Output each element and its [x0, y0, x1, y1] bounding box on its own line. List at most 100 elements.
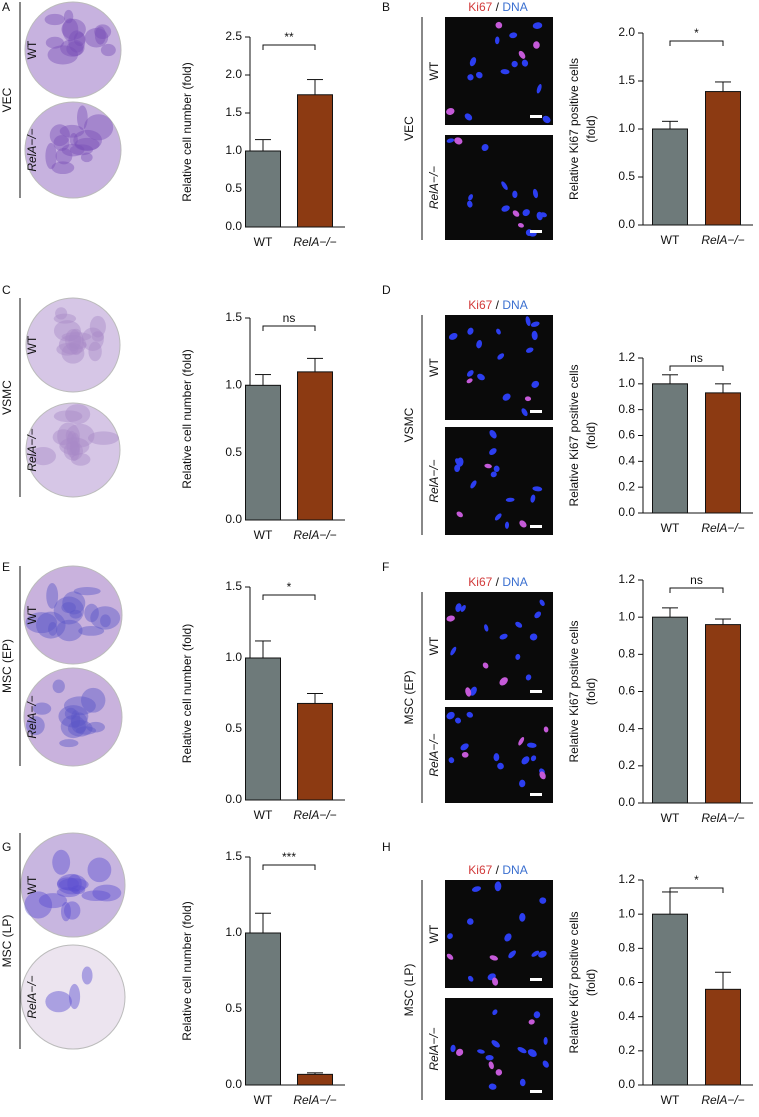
culture-dish [23, 667, 123, 767]
y-tick-label: 0.2 [618, 758, 635, 772]
nucleus [469, 686, 477, 696]
colony-blob [69, 132, 78, 146]
colony-blob [60, 715, 86, 739]
nucleus [522, 209, 530, 217]
nucleus [539, 771, 546, 780]
colony-blob [25, 716, 45, 736]
colony-blob [53, 320, 81, 342]
bar [652, 128, 688, 226]
significance-bracket [262, 44, 316, 50]
y-tick-label: 0.0 [225, 219, 242, 233]
stain-part: / [496, 298, 500, 312]
culture-dish [23, 565, 123, 665]
colony-blob [61, 18, 86, 40]
micrograph [445, 880, 553, 988]
y-tick-label: 0.2 [618, 479, 635, 493]
y-tick-label: 0.4 [618, 721, 635, 735]
significance-bracket [669, 887, 724, 893]
culture-dish [25, 402, 121, 498]
row-label: WT [25, 875, 39, 894]
significance-label: *** [282, 850, 296, 864]
x-tick-label: RelA−/− [293, 235, 336, 249]
row-label: WT [427, 636, 441, 655]
colony-blob [65, 423, 95, 448]
y-tick-label: 1.2 [618, 872, 635, 886]
colony-blob [68, 30, 86, 53]
scale-bar [530, 525, 542, 528]
colony-blob [71, 885, 86, 895]
panel-letter: D [382, 283, 391, 297]
y-tick-label: 0.0 [225, 1077, 242, 1091]
bar [705, 392, 741, 514]
cell-type-label: VSMC [402, 407, 416, 442]
nucleus [471, 886, 481, 892]
y-tick-label: 1.0 [225, 650, 242, 664]
nucleus [529, 633, 538, 641]
y-tick-label: 1.0 [618, 376, 635, 390]
x-tick-label: WT [254, 1093, 273, 1107]
colony-blob [61, 901, 71, 922]
stain-part: / [496, 863, 500, 877]
nucleus [517, 1047, 527, 1054]
culture-dish [25, 297, 121, 393]
bar [705, 988, 741, 1086]
colony-blob [63, 441, 83, 461]
colony-blob [52, 429, 74, 445]
y-tick-label: 1.0 [618, 906, 635, 920]
nucleus [530, 494, 536, 503]
y-tick-label: 0.0 [618, 1077, 635, 1091]
y-tick-label: 0.0 [618, 795, 635, 809]
nucleus [532, 22, 543, 29]
nucleus [492, 1009, 498, 1016]
y-tick-label: 1.2 [618, 572, 635, 586]
significance-label: ns [283, 311, 296, 325]
colony-blob [58, 705, 89, 728]
nucleus [515, 621, 523, 628]
bar [705, 624, 741, 804]
colony-blob [69, 340, 87, 350]
colony-blob [91, 331, 104, 342]
colony-blob [44, 13, 65, 26]
nucleus [508, 950, 516, 959]
panel: G MSC (LP) WT RelA−/− 0.0 0.5 1.0 1.5 WT RelA−/− R… [0, 832, 345, 1107]
colony-blob [70, 710, 81, 729]
nucleus [476, 71, 483, 79]
panel: A VEC WT RelA−/− 0.0 0.5 1.0 1.5 2.0 2.5 WT RelA−/−… [0, 0, 345, 249]
colony-blob [55, 307, 68, 320]
y-tick-label: 1.0 [225, 143, 242, 157]
nucleus [494, 36, 500, 45]
bar [297, 94, 333, 228]
nucleus [481, 144, 489, 152]
nucleus [464, 113, 473, 121]
row-label: RelA−/− [25, 975, 39, 1018]
nucleus [488, 1061, 494, 1070]
nucleus [534, 611, 542, 619]
nucleus [493, 753, 500, 762]
nucleus [466, 378, 473, 384]
colony-blob [36, 611, 66, 639]
nucleus [455, 458, 462, 466]
colony-blob [74, 137, 100, 151]
panel: B Ki67 / DNA VEC WT RelA−/− 0.0 0.5 1.0 1.5 2.0 WT… [382, 0, 753, 247]
nucleus [530, 755, 537, 762]
row-label: WT [427, 924, 441, 943]
significance-bracket [669, 40, 724, 46]
nucleus [499, 633, 508, 640]
nucleus [446, 138, 455, 143]
colony-blob [87, 857, 112, 883]
row-label: RelA−/− [427, 459, 441, 502]
colony-blob [62, 18, 79, 42]
stain-part: Ki67 [468, 298, 492, 312]
nucleus [465, 687, 472, 697]
bar [245, 384, 281, 521]
row-label: RelA−/− [427, 733, 441, 776]
colony-blob [59, 739, 79, 748]
row-label: WT [427, 61, 441, 80]
y-tick-label: 0.0 [618, 505, 635, 519]
y-tick-label: 2.0 [225, 67, 242, 81]
colony-blob [68, 983, 81, 1010]
colony-blob [63, 9, 74, 24]
micrograph [445, 135, 553, 240]
y-axis-label: Relative cell number (fold) [180, 901, 194, 1040]
cell-type-label: VEC [402, 116, 416, 141]
